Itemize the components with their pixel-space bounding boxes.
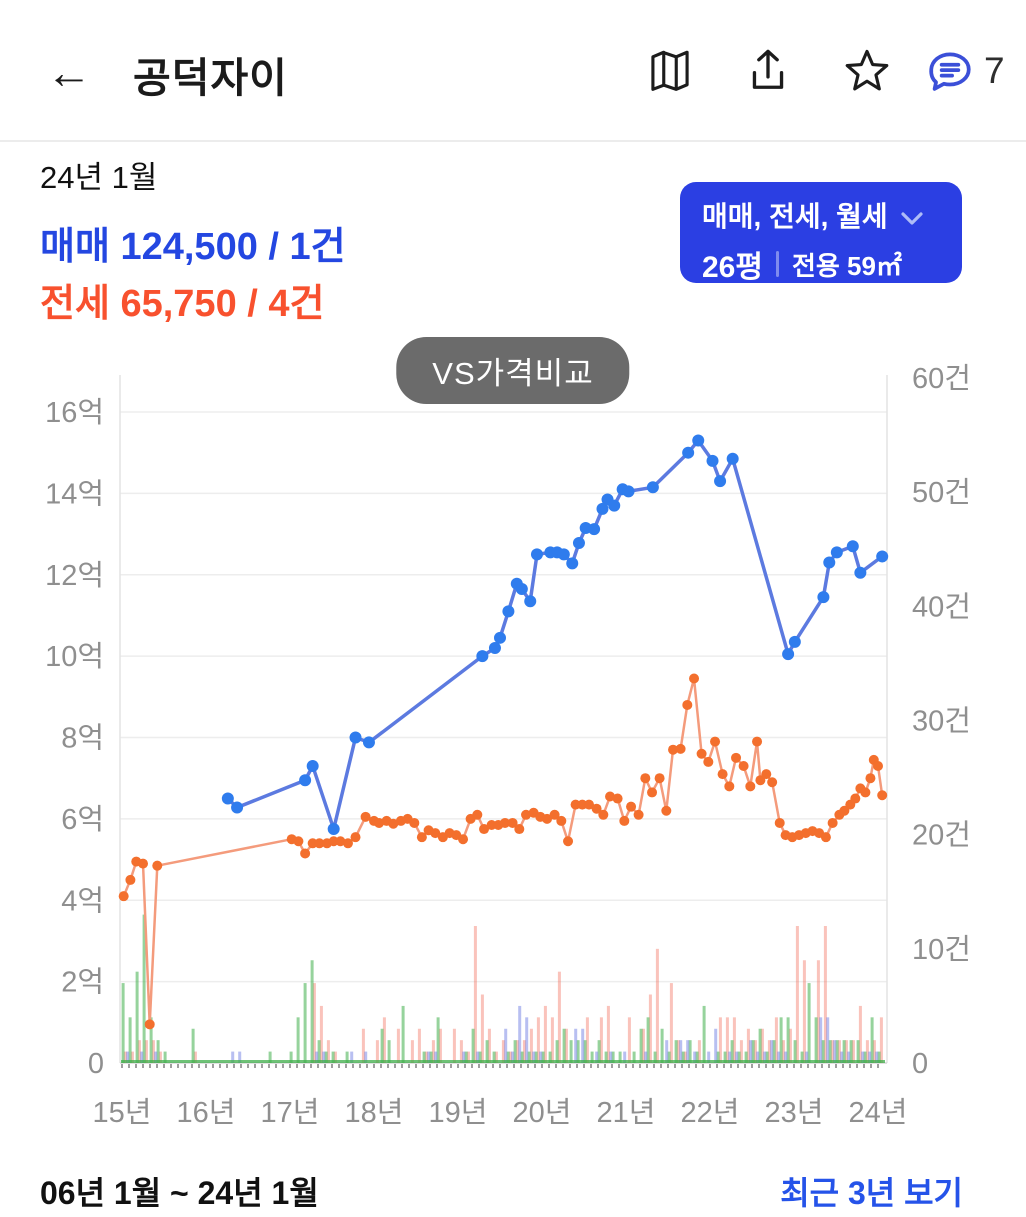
svg-text:0: 0: [88, 1048, 104, 1080]
divider: [775, 251, 779, 277]
jeonse-price-line: [118, 673, 888, 1030]
share-icon[interactable]: [743, 46, 793, 96]
x-axis-labels: 15년 16년 17년 18년 19년 20년 21년 22년 23년 24년: [93, 1097, 908, 1129]
svg-text:16억: 16억: [45, 397, 104, 429]
favorite-star-icon[interactable]: [842, 46, 892, 96]
svg-text:2억: 2억: [61, 967, 104, 999]
svg-text:21년: 21년: [597, 1097, 656, 1129]
recent-3years-link[interactable]: 최근 3년 보기: [780, 1175, 963, 1211]
svg-text:14억: 14억: [45, 478, 104, 510]
svg-text:23년: 23년: [765, 1097, 824, 1129]
svg-text:20년: 20년: [513, 1097, 572, 1129]
svg-text:20건: 20건: [912, 820, 971, 852]
svg-text:12억: 12억: [45, 560, 104, 592]
comment-icon[interactable]: [925, 46, 975, 96]
svg-text:4억: 4억: [61, 885, 104, 917]
map-icon[interactable]: [645, 46, 695, 96]
chart-period-label: 06년 1월 ~ 24년 1월: [40, 1175, 319, 1211]
header-bar: ← 공덕자이 7: [0, 0, 1026, 142]
sale-price-line: [221, 434, 889, 836]
trade-types-label: 매매, 전세, 월세: [702, 201, 888, 232]
chart-grid: [119, 375, 888, 1064]
summary-jeonse-price: 전세 65,750 / 4건: [40, 283, 325, 325]
chevron-down-icon: [900, 201, 924, 233]
svg-text:30건: 30건: [912, 706, 971, 738]
svg-text:0: 0: [912, 1048, 928, 1080]
svg-text:15년: 15년: [93, 1097, 152, 1129]
svg-text:22년: 22년: [681, 1097, 740, 1129]
jeonse-count-bars: [123, 926, 883, 1063]
exclusive-area-label: 전용 59㎡: [791, 250, 902, 281]
summary-date: 24년 1월: [40, 160, 158, 195]
back-button[interactable]: ←: [46, 46, 92, 98]
pyeong-label: 26평: [702, 251, 763, 284]
svg-text:17년: 17년: [261, 1097, 320, 1129]
chart-baseline: [121, 1060, 885, 1068]
right-axis-labels: 60건 50건 40건 30건 20건 10건 0: [912, 363, 971, 1080]
page-title: 공덕자이: [133, 55, 288, 101]
svg-text:10억: 10억: [45, 641, 104, 673]
svg-text:40건: 40건: [912, 591, 971, 623]
svg-text:18년: 18년: [345, 1097, 404, 1129]
svg-text:60건: 60건: [912, 363, 971, 395]
summary-sale-price: 매매 124,500 / 1건: [40, 226, 346, 268]
wolse-count-bars: [126, 1005, 879, 1063]
comment-count: 7: [984, 50, 1005, 91]
trade-type-filter-button[interactable]: 매매, 전세, 월세 26평 전용 59㎡: [680, 182, 962, 284]
svg-text:16년: 16년: [177, 1097, 236, 1129]
left-axis-labels: 16억 14억 12억 10억 8억 6억 4억 2억 0: [45, 397, 104, 1080]
svg-text:50건: 50건: [912, 477, 971, 509]
sale-count-bars: [121, 914, 881, 1063]
svg-text:19년: 19년: [429, 1097, 488, 1129]
svg-text:6억: 6억: [61, 804, 104, 836]
svg-text:24년: 24년: [849, 1097, 908, 1129]
svg-text:10건: 10건: [912, 934, 971, 966]
vs-price-compare-badge[interactable]: VS가격비교: [396, 337, 630, 404]
svg-text:8억: 8억: [61, 723, 104, 755]
